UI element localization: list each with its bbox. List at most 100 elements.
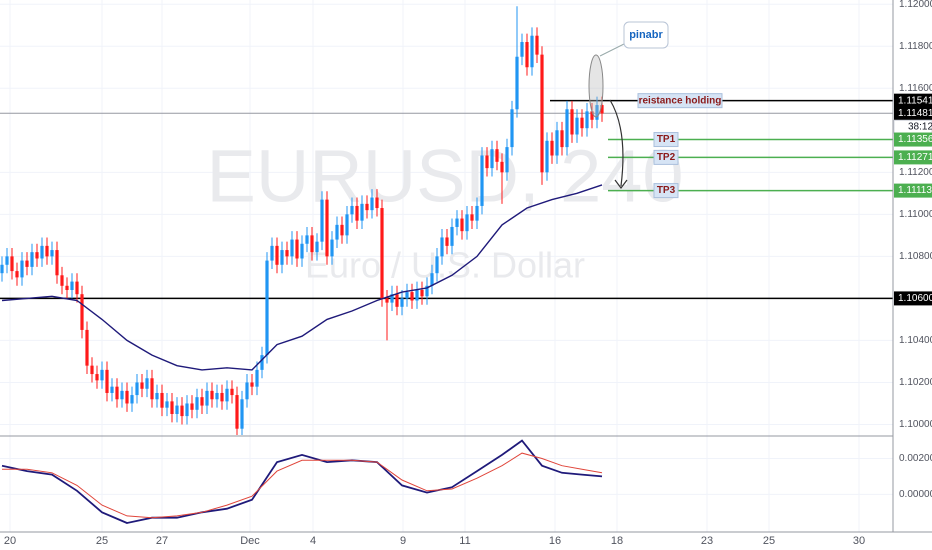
candle-body (480, 155, 484, 206)
candle-body (340, 224, 344, 236)
watermark-symbol: EURUSD, 240 (206, 135, 683, 218)
candle-body (190, 403, 194, 410)
x-tick-label: 11 (459, 535, 470, 547)
candle-body (105, 369, 109, 393)
moving-average (1, 184, 603, 371)
candle-body (0, 264, 4, 274)
candle-body (515, 56, 519, 110)
candle-body (550, 140, 554, 156)
price-tag-label: 1.11356 (898, 134, 932, 145)
x-tick-label: 25 (96, 535, 108, 547)
price-tag-label: 1.10600 (898, 293, 932, 304)
candle-body (260, 355, 264, 370)
candle-body (55, 250, 59, 276)
candle-body (460, 218, 464, 232)
candle-body (45, 245, 49, 257)
arrow-head (614, 179, 628, 189)
candle-body (240, 399, 244, 429)
candle-body (300, 243, 304, 259)
candle-body (110, 386, 114, 393)
x-tick-label: 20 (4, 535, 16, 547)
candle-body (60, 275, 64, 286)
y-tick-label: 1.10800 (899, 251, 932, 262)
candle-body (295, 239, 299, 259)
candle-body (400, 298, 404, 307)
candle-body (195, 397, 199, 410)
candle-body (445, 237, 449, 246)
y-tick-label: 1.11600 (899, 83, 932, 94)
candle-body (395, 294, 399, 307)
candle-body (75, 281, 79, 295)
candle-body (555, 130, 559, 156)
level-note: reistance holding (639, 95, 722, 106)
oscillator-line (1, 439, 603, 524)
candle-body (95, 374, 99, 381)
candle-body (285, 250, 289, 257)
y-tick-label: 1.10000 (899, 419, 932, 430)
candle-body (470, 214, 474, 221)
candle-body (525, 42, 529, 68)
candle-body (360, 203, 364, 221)
candle-body (570, 109, 574, 135)
candle-body (585, 111, 589, 129)
candle-body (35, 252, 39, 259)
candle-body (465, 214, 469, 232)
x-tick-label: Dec (240, 535, 260, 547)
price-tag-label: 1.11481 (898, 108, 932, 119)
level-note-box (653, 183, 679, 199)
candle-body (70, 281, 74, 290)
price-tag (894, 150, 932, 165)
candle-body (500, 161, 504, 173)
candle-body (455, 218, 459, 227)
candle-body (365, 203, 369, 211)
candle-body (430, 273, 434, 286)
candle-body (10, 256, 14, 272)
price-tag-label: 1.11541 (898, 95, 932, 106)
candle-body (325, 199, 329, 257)
candle-body (40, 245, 44, 259)
level-note-box (637, 93, 723, 109)
candle-body (495, 149, 499, 162)
price-tag (894, 132, 932, 147)
candle-body (350, 205, 354, 215)
candle-body (505, 147, 509, 173)
candle-body (560, 130, 564, 148)
candle-body (450, 226, 454, 246)
candle-body (245, 382, 249, 400)
candle-body (590, 111, 594, 120)
price-tag (894, 291, 932, 306)
candle-body (165, 401, 169, 408)
candle-body (410, 292, 414, 301)
candle-body (145, 378, 149, 389)
candle-body (475, 205, 479, 221)
candle-body (230, 388, 234, 396)
candle-body (330, 239, 334, 257)
overlay: 20 25 27 Dec 4 9 11 16 18 23 25 30 1.12000 1.11800 1.1… (4, 0, 932, 547)
y-tick-label: 1.11800 (899, 41, 932, 52)
candle-body (135, 382, 139, 396)
candle-body (100, 369, 104, 381)
candle-body (155, 392, 159, 400)
y-tick-label: 0.00200 (899, 453, 932, 464)
callout-box (623, 21, 669, 49)
candle-body (25, 260, 29, 267)
candle-body (520, 42, 524, 57)
candle-body (580, 117, 584, 129)
candle-body (310, 235, 314, 253)
candle-body (280, 250, 284, 265)
candle-body (420, 290, 424, 297)
x-tick-label: 16 (549, 535, 561, 547)
candle-body (270, 245, 274, 261)
candle-body (435, 256, 439, 274)
price-tag (894, 93, 932, 108)
candle-body (510, 109, 514, 148)
candle-body (575, 117, 579, 135)
candle-body (5, 256, 9, 265)
candle-body (225, 388, 229, 402)
candle-body (140, 382, 144, 389)
candle-body (380, 208, 384, 299)
candle-body (50, 250, 54, 257)
candle-body (160, 392, 164, 408)
candle-body (595, 105, 599, 120)
